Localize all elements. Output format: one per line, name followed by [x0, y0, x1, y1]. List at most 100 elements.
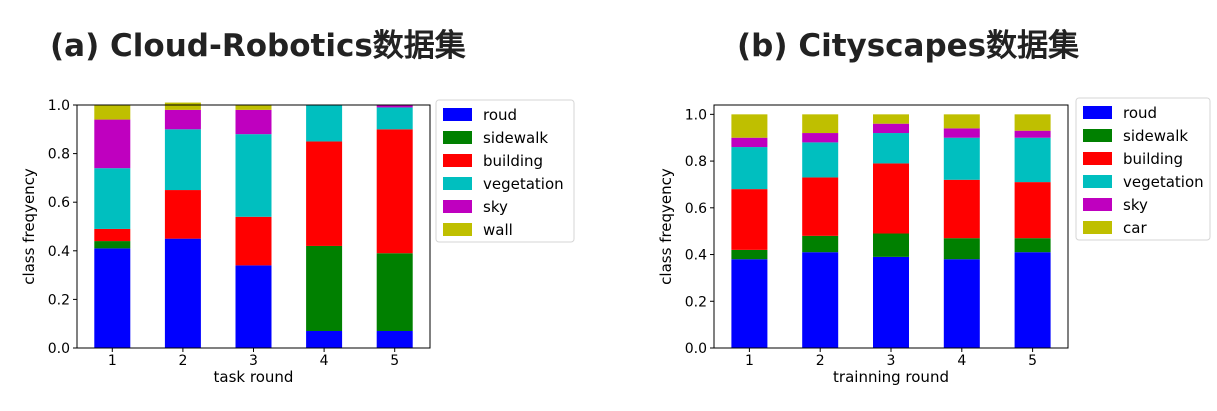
- bar-car-4: [943, 114, 980, 129]
- y-tick-label: 0.2: [685, 294, 707, 310]
- legend-swatch-vegetation: [443, 177, 472, 190]
- y-tick-label: 1.0: [685, 107, 707, 123]
- bar-vegetation-2: [164, 129, 201, 191]
- bar-roud-1: [94, 248, 131, 348]
- bar-sky-2: [164, 109, 201, 130]
- legend-swatch-building: [443, 154, 472, 167]
- x-tick-label: 4: [320, 353, 329, 369]
- bar-building-2: [802, 177, 839, 236]
- bar-sky-3: [873, 123, 909, 134]
- bar-roud-3: [873, 256, 909, 348]
- bar-roud-2: [802, 252, 839, 348]
- bar-building-1: [94, 228, 131, 242]
- bar-building-4: [306, 141, 343, 246]
- bar-building-2: [164, 190, 201, 239]
- bar-sidewalk-3: [873, 233, 909, 257]
- x-tick-label: 5: [390, 353, 399, 369]
- legend-label-building: building: [483, 152, 543, 170]
- x-tick-label: 4: [957, 353, 966, 369]
- legend-label-sidewalk: sidewalk: [1123, 127, 1188, 145]
- x-axis-label: trainning round: [833, 368, 949, 386]
- bar-car-3: [873, 114, 909, 124]
- legend-swatch-sidewalk: [1083, 129, 1112, 142]
- x-tick-label: 2: [816, 353, 825, 369]
- legend-swatch-wall: [443, 223, 472, 236]
- bar-car-1: [731, 114, 768, 138]
- bar-roud-4: [306, 330, 343, 348]
- legend-swatch-sidewalk: [443, 131, 472, 144]
- legend-swatch-roud: [443, 108, 472, 121]
- y-tick-label: 0.8: [685, 154, 707, 170]
- bar-vegetation-5: [1014, 137, 1051, 183]
- legend-swatch-vegetation: [1083, 175, 1112, 188]
- x-axis-label: task round: [214, 368, 294, 386]
- bar-roud-1: [731, 259, 768, 348]
- bar-vegetation-4: [306, 105, 343, 142]
- plot-frame: [713, 104, 1069, 349]
- chart-a: 1 2 3 4 5 0.0 0.2 0.4 0.6 0.8 1.0 task round class f…: [20, 98, 575, 386]
- y-tick-label: 0.4: [685, 248, 707, 264]
- bar-building-3: [235, 216, 272, 266]
- x-tick-label: 2: [178, 353, 187, 369]
- bar-sky-1: [94, 119, 131, 169]
- bar-roud-2: [164, 238, 201, 348]
- bar-sky-1: [731, 137, 768, 148]
- legend: roud sidewalk building vegetation sky wall: [435, 99, 575, 243]
- bar-building-5: [1014, 182, 1051, 239]
- bar-sidewalk-5: [1014, 238, 1051, 253]
- bar-building-3: [873, 163, 909, 234]
- x-tick-label: 1: [745, 353, 754, 369]
- bar-wall-2: [164, 102, 201, 110]
- bar-sky-2: [802, 133, 839, 143]
- bar-car-2: [802, 114, 839, 134]
- legend-label-building: building: [1123, 150, 1183, 168]
- legend-swatch-building: [1083, 152, 1112, 165]
- bar-car-5: [1014, 114, 1051, 131]
- bar-sidewalk-4: [306, 245, 343, 331]
- bar-vegetation-3: [235, 134, 272, 217]
- bar-roud-4: [943, 259, 980, 348]
- legend-label-sky: sky: [483, 198, 508, 216]
- y-tick-label: 0.6: [685, 201, 707, 217]
- legend-label-sky: sky: [1123, 196, 1148, 214]
- legend-label-roud: roud: [1123, 104, 1157, 122]
- bar-building-1: [731, 189, 768, 250]
- y-tick-label: 0.0: [685, 341, 707, 357]
- bar-sidewalk-5: [376, 253, 413, 331]
- x-tick-label: 3: [249, 353, 258, 369]
- bar-wall-1: [94, 105, 131, 120]
- bar-roud-5: [376, 330, 413, 348]
- y-tick-label: 0.0: [48, 341, 70, 357]
- bar-roud-3: [235, 265, 272, 348]
- y-tick-label: 0.4: [48, 244, 70, 260]
- bar-wall-3: [235, 105, 272, 110]
- legend: roud sidewalk building vegetation sky car: [1075, 97, 1211, 241]
- bar-sidewalk-1: [94, 241, 131, 249]
- y-axis-label: class freqyency: [20, 168, 38, 285]
- y-tick-label: 0.8: [48, 147, 70, 163]
- bar-sidewalk-1: [731, 249, 768, 260]
- bar-building-4: [943, 179, 980, 239]
- legend-label-sidewalk: sidewalk: [483, 129, 548, 147]
- bar-building-5: [376, 129, 413, 254]
- bar-vegetation-1: [94, 168, 131, 229]
- legend-label-wall: wall: [483, 221, 513, 239]
- chart-b-title: (b) Cityscapes数据集: [737, 28, 1080, 64]
- y-axis-label: class freqyency: [657, 168, 675, 285]
- legend-label-vegetation: vegetation: [1123, 173, 1204, 191]
- x-tick-label: 1: [108, 353, 117, 369]
- legend-swatch-sky: [1083, 198, 1112, 211]
- bar-sky-5: [376, 105, 413, 108]
- bar-sidewalk-4: [943, 238, 980, 260]
- bar-sky-3: [235, 109, 272, 135]
- bar-sky-4: [943, 128, 980, 138]
- legend-label-car: car: [1123, 219, 1147, 237]
- bar-vegetation-2: [802, 142, 839, 178]
- bar-vegetation-5: [376, 107, 413, 130]
- y-tick-label: 0.2: [48, 292, 70, 308]
- legend-label-vegetation: vegetation: [483, 175, 564, 193]
- bar-vegetation-4: [943, 137, 980, 180]
- chart-b: 1 2 3 4 5 0.0 0.2 0.4 0.6 0.8 1.0 trainning round cl…: [657, 97, 1211, 386]
- x-tick-label: 5: [1028, 353, 1037, 369]
- y-tick-label: 0.6: [48, 195, 70, 211]
